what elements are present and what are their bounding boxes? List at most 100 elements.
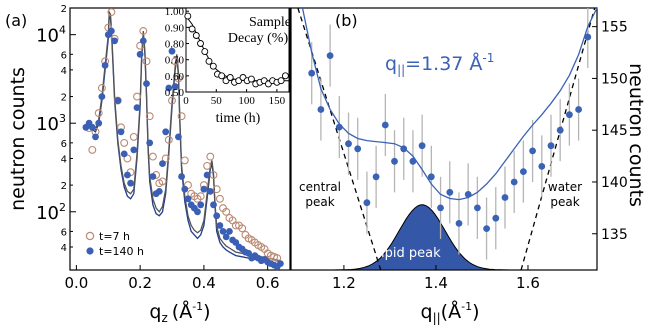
inset-data-point [277, 77, 285, 85]
data-point-t7 [136, 41, 145, 50]
y-tick-exp: 2 [59, 201, 66, 214]
y-major-tick-label: 103 [36, 112, 66, 135]
inset-ticks: 0 50 100 150 0.50 0.60 0.70 0.80 0.90 1.00 [165, 6, 286, 107]
data-point-t7 [196, 192, 205, 201]
data-point-t7 [88, 145, 97, 154]
inset-x-tick-label: 150 [269, 95, 286, 107]
error-bars [311, 8, 589, 260]
central-peak-label-1: central [299, 180, 341, 194]
data-point-t7 [142, 57, 151, 66]
panel-b-data-point [446, 188, 454, 196]
panel-b-data-point [455, 220, 463, 227]
panel-b-data-point [556, 126, 564, 134]
data-point-t140 [226, 228, 233, 235]
panel-b-data-point [345, 140, 352, 148]
y-tick-label: 150 [601, 71, 628, 87]
water-peak-dash [520, 7, 596, 271]
panel-b-data-point [584, 33, 592, 41]
inset-title-line1: Sample [249, 15, 291, 30]
panel-b-data-point [354, 145, 362, 153]
data-point-t7 [212, 185, 221, 194]
legend-marker-filled [86, 247, 94, 255]
inset-data-point [218, 72, 226, 80]
data-point-t140 [108, 27, 115, 35]
inset-x-tick-label: 0 [183, 95, 189, 107]
bx-label-sub: || [433, 311, 441, 325]
data-point-t140 [139, 37, 147, 45]
data-point-t140 [133, 104, 141, 111]
data-point-t140 [200, 185, 208, 193]
y-minor-tick-label: 2 [61, 4, 67, 15]
y-minor-tick-label: 6 [61, 139, 67, 150]
data-point-t140 [149, 173, 157, 180]
data-point-t140 [277, 260, 284, 267]
panel-b-data-point [381, 121, 389, 129]
panel-b-y-axis-label: neutron counts [625, 63, 647, 207]
inset-x-tick-label: 50 [211, 95, 223, 107]
data-point-t140 [98, 93, 106, 100]
lipid-peak-label: lipid peak [377, 246, 441, 261]
data-point-t140 [178, 173, 186, 180]
data-point-t7 [164, 135, 173, 144]
data-point-t140 [159, 160, 166, 168]
central-peak-label-2: peak [305, 195, 334, 209]
data-point-t7 [113, 96, 122, 105]
panel-b-data-point [418, 142, 426, 150]
annot-value: =1.37 Å [405, 52, 482, 75]
panel-b-data-point [400, 145, 408, 153]
data-point-t140 [197, 201, 205, 209]
y-tick-label: 155 [601, 20, 628, 36]
data-point-t140 [136, 50, 144, 58]
data-point-t140 [165, 84, 173, 92]
annot-exp: -1 [482, 51, 494, 65]
panel-b-data-point [391, 157, 398, 165]
y-minor-tick-label: 2 [61, 93, 67, 104]
data-point-t7 [120, 138, 129, 147]
y-tick-label: 140 [601, 175, 628, 191]
inset-y-tick-label: 1.00 [165, 6, 185, 18]
data-point-t7 [94, 109, 103, 118]
panel-b-data-point [510, 178, 518, 186]
panel-b-data-point [474, 204, 481, 212]
data-point-t7 [174, 74, 183, 83]
x-label-q: q [149, 301, 161, 323]
bx-label-close: ) [472, 301, 479, 323]
q-parallel-annotation: q||=1.37 Å-1 [385, 51, 494, 77]
data-point-t140 [206, 188, 214, 195]
panel-b-y-ticks: 135 140 145 150 155 [592, 20, 628, 243]
y-minor-tick-label: 6 [61, 227, 67, 238]
inset-x-tick-label: 100 [238, 95, 255, 107]
panel-b-data-point [575, 106, 582, 113]
data-point-t140 [114, 97, 122, 104]
inset-data-point [209, 62, 217, 70]
inset-data-point [281, 72, 289, 80]
y-tick-label: 135 [601, 227, 628, 243]
data-point-t7 [145, 112, 154, 121]
bx-label-q: q [421, 301, 433, 323]
y-tick-exp: 3 [59, 112, 66, 125]
inset-points [184, 12, 289, 88]
legend-label-t140: t=140 h [99, 245, 144, 258]
data-point-t140 [181, 185, 189, 193]
panel-b-x-ticks: 1.2 1.4 1.6 [332, 265, 540, 292]
y-major-tick-label: 102 [36, 201, 66, 224]
annot-sub: || [397, 63, 405, 77]
panel-a-x-axis-label: qz (Å-1) [149, 300, 210, 325]
inset-data-point [201, 48, 209, 56]
x-label-sub: z [161, 311, 167, 325]
panel-b-data-point [538, 163, 546, 170]
data-point-t140 [111, 37, 118, 45]
panel-b-data-point [409, 157, 417, 165]
data-point-t7 [97, 84, 106, 92]
fit-line [85, 9, 281, 262]
data-point-t7 [180, 156, 189, 165]
data-point-t140 [117, 128, 125, 136]
panel-b-label: (b) [335, 11, 358, 30]
data-point-t140 [175, 133, 182, 141]
data-point-t140 [101, 62, 109, 69]
panel-b-data-point [464, 191, 472, 198]
x-tick-label: 1.4 [424, 274, 448, 292]
